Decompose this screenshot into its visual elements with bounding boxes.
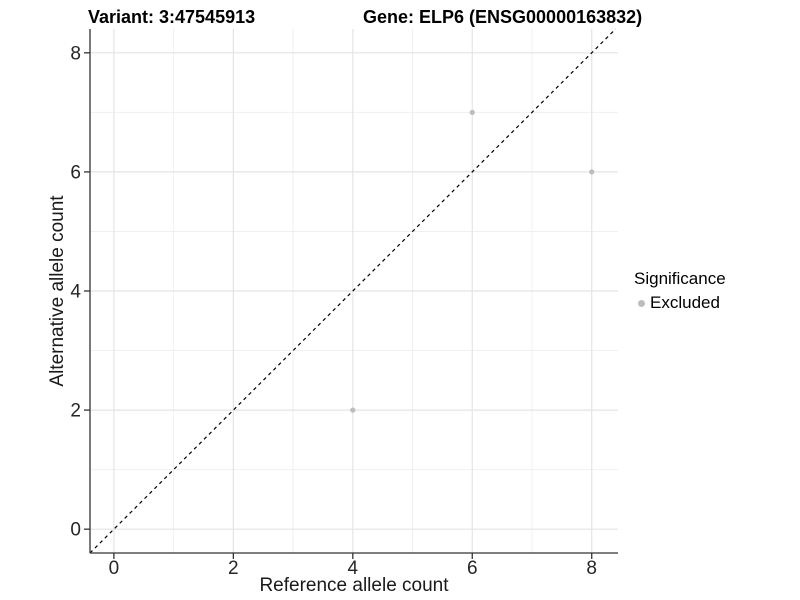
x-tick-label: 2: [228, 558, 239, 579]
identity-dashed-line: [89, 28, 617, 554]
y-tick-label: 6: [70, 162, 81, 183]
y-tick-label: 2: [70, 401, 81, 422]
data-point: [589, 169, 595, 175]
legend-item-label: Excluded: [650, 293, 720, 312]
data-point: [469, 109, 475, 115]
y-axis-title: Alternative allele count: [47, 195, 68, 387]
x-tick-label: 6: [467, 558, 478, 579]
x-axis-title: Reference allele count: [259, 575, 449, 596]
y-tick-label: 0: [70, 520, 81, 541]
plot-title-variant: Variant: 3:47545913: [88, 7, 256, 27]
data-point: [350, 407, 356, 413]
plot-title-gene: Gene: ELP6 (ENSG00000163832): [363, 7, 643, 27]
excluded-point-icon: [638, 299, 645, 307]
x-tick-label: 8: [586, 558, 597, 579]
x-tick-label: 0: [109, 558, 120, 579]
x-tick-label: 4: [348, 558, 359, 579]
legend-title: Significance: [634, 269, 726, 288]
legend-item-excluded: Excluded: [634, 293, 726, 313]
legend: Significance Excluded: [634, 269, 726, 313]
y-tick-label: 8: [70, 43, 81, 64]
y-tick-label: 4: [70, 282, 81, 303]
